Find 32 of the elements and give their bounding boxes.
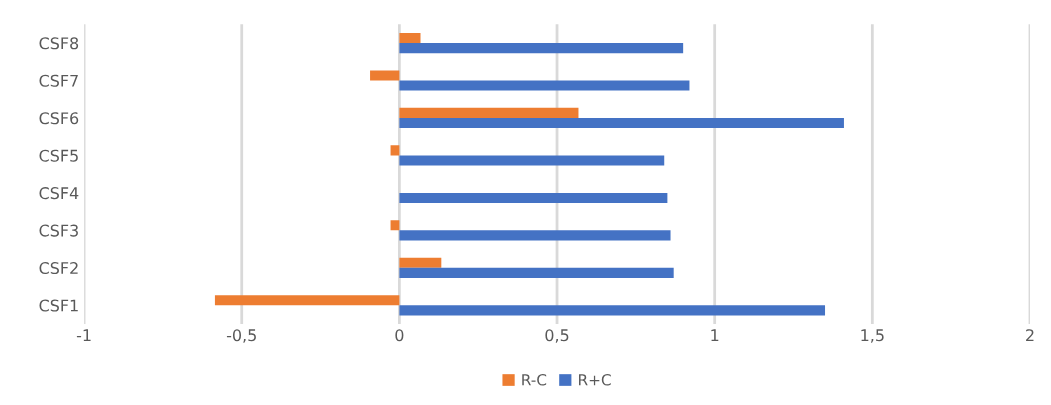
x-tick-label: -0,5 (226, 329, 256, 343)
x-tick-label: 1,5 (861, 329, 884, 343)
y-tick-label: CSF2 (39, 262, 78, 275)
y-tick-label: CSF6 (39, 112, 79, 125)
x-tick-label: 0,5 (545, 329, 569, 343)
bar (399, 257, 442, 268)
bar (370, 70, 400, 81)
bar (399, 117, 844, 129)
bar (399, 43, 684, 54)
x-tick-label: 1 (711, 329, 719, 341)
y-tick-label: CSF1 (39, 299, 78, 312)
bar (390, 220, 400, 231)
y-tick-label: CSF5 (39, 149, 78, 162)
bar (399, 192, 668, 203)
bar (390, 145, 400, 156)
y-tick-label: CSF7 (39, 74, 78, 87)
bar (399, 230, 671, 241)
legend-label: R+C (579, 373, 611, 386)
y-tick-label: CSF3 (39, 224, 78, 237)
x-tick-label: -1 (76, 329, 91, 341)
x-tick-label: 2 (1026, 329, 1034, 341)
bar (214, 295, 400, 306)
bar (399, 32, 421, 44)
legend-label: R-C (522, 373, 547, 386)
bar (399, 305, 826, 316)
bar (399, 267, 674, 278)
x-tick-label: 0 (395, 329, 404, 342)
bar (399, 107, 579, 118)
y-tick-label: CSF8 (39, 37, 79, 50)
bar (399, 155, 665, 166)
y-tick-label: CSF4 (39, 187, 79, 200)
bar (399, 80, 690, 91)
